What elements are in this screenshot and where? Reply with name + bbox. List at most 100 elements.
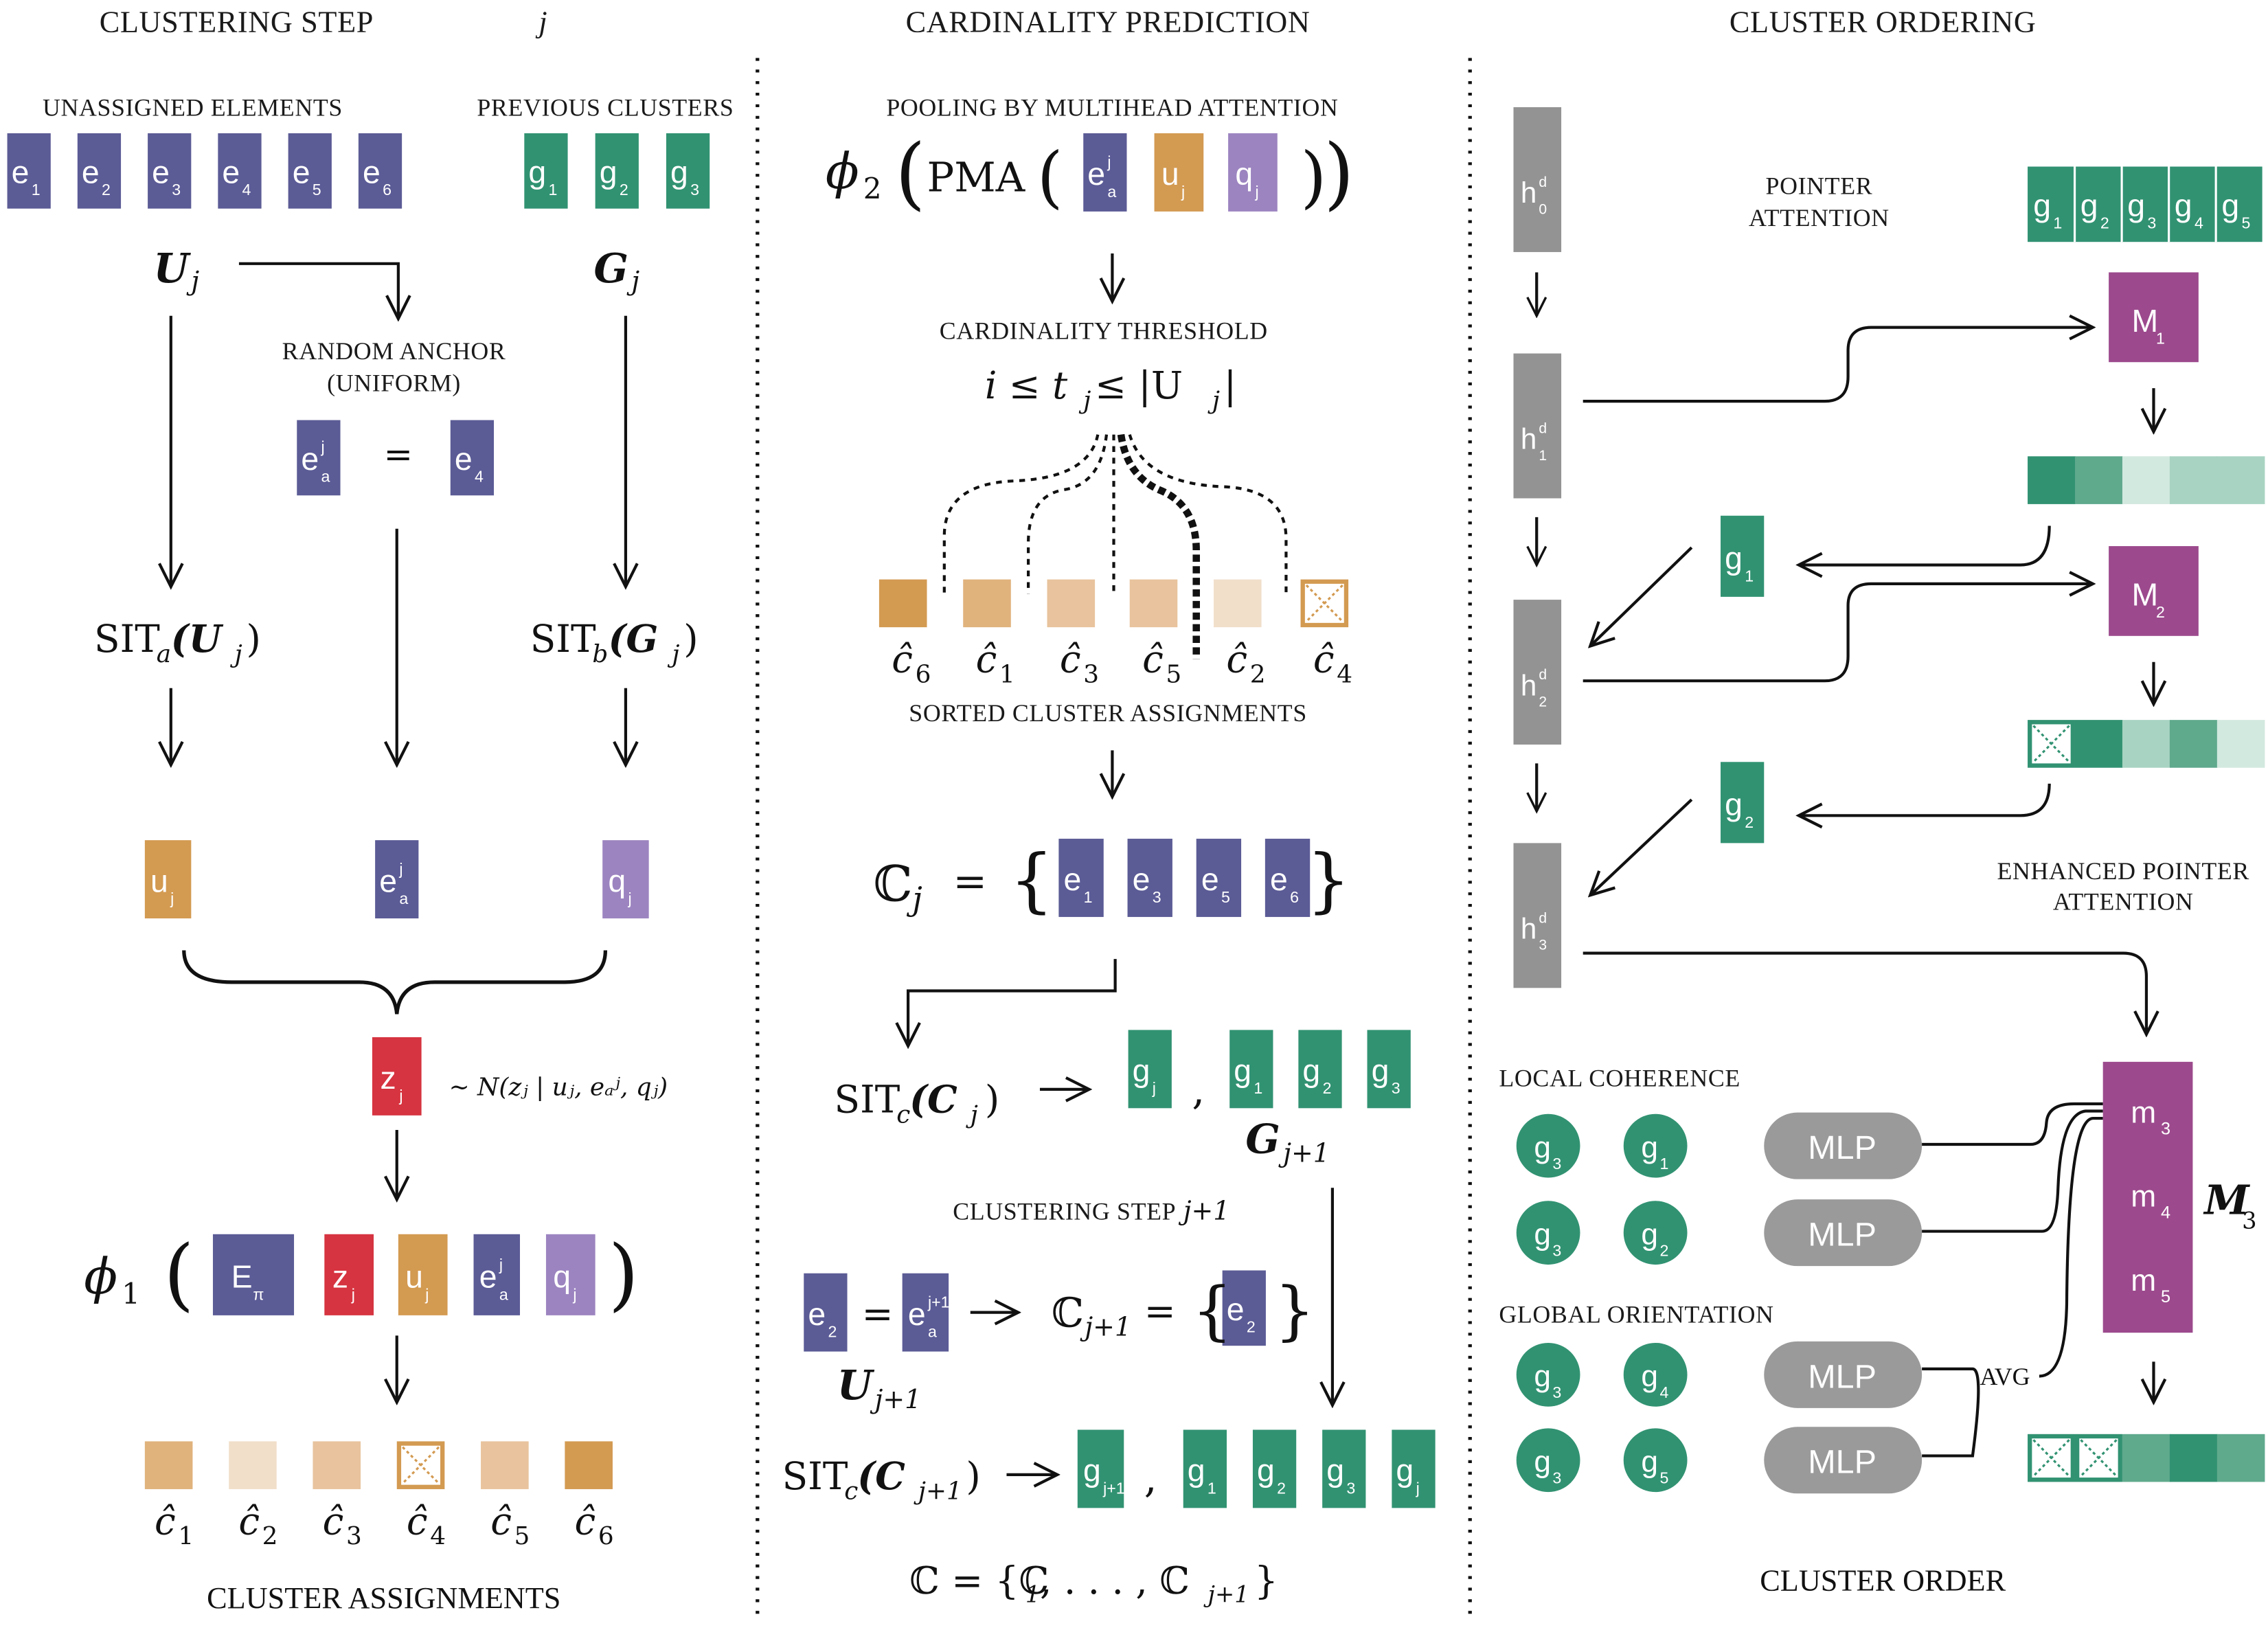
enhanced-pointer-1: ENHANCED POINTER [1997,857,2249,885]
pma-q-letter: q [1235,156,1253,192]
svg-text:ĉ: ĉ [1313,637,1335,681]
svg-text:ℂ: ℂ [1052,1289,1084,1337]
top-g1-sub: 1 [2053,214,2062,232]
sitc2-gj1: g j+1 [1077,1429,1125,1508]
vector-u-sub: j [170,890,174,907]
svg-text:3: 3 [1552,1241,1561,1259]
svg-text:3: 3 [1552,1383,1561,1401]
hidden-h1-sub: 1 [1539,448,1547,464]
cluster-g2-sub: 2 [620,181,628,199]
anchor-e4-sub: 4 [475,468,484,486]
svg-text:a: a [157,640,171,668]
arrow-attn1-to-g1 [1799,525,2051,565]
svg-text:ℂ = {ℂ: ℂ = {ℂ [909,1559,1049,1603]
svg-text:): ) [1301,138,1327,216]
next-ea-sub: a [928,1323,937,1341]
m3-row-3: m [2131,1096,2156,1129]
pointer-g2-letter: g [1725,786,1743,822]
arrow-g2-to-h3 [1590,798,1693,895]
svg-text:PMA: PMA [927,153,1026,201]
svg-text:ĉ: ĉ [1060,637,1081,681]
sorted-swatch-6 [1300,579,1349,628]
g-j-sub: j [626,266,639,296]
input-e-pi-sub: π [253,1285,264,1303]
anchor-e4-letter: e [455,441,473,477]
anchor-ea: e aj [297,420,341,496]
element-e1-letter: e [12,154,30,190]
arrow-h1-to-m1 [1583,328,2093,403]
svg-text:): ) [609,1228,639,1320]
c-next-expression: ℂ j+1 = { } [1052,1274,1315,1348]
arrow-g1-to-h2 [1590,546,1693,646]
hidden-h2: h2 d [1513,600,1562,745]
cj-e5-sub: 5 [1221,888,1230,906]
svg-text:ĉ: ĉ [976,637,997,681]
sitc-g3-letter: g [1372,1053,1390,1089]
pma-u-sub: j [1181,183,1185,201]
vector-ea-sup: j [398,860,402,878]
m3-row-4: m [2131,1180,2156,1214]
svg-text:ĉ: ĉ [1226,637,1247,681]
memory-m1: M1 [2109,272,2199,363]
top-g2-sub: 2 [2100,214,2109,232]
arrow-cj-to-sit [908,959,1117,1046]
latent-z-letter: z [381,1060,396,1096]
element-e3-letter: e [152,154,170,190]
svg-text:1: 1 [999,660,1015,688]
svg-text:g: g [1641,1218,1658,1252]
u-next-sub: j+1 [870,1384,922,1414]
sitc2-g2-letter: g [1257,1453,1275,1488]
top-g3-sub: 3 [2147,214,2156,232]
sit-c2-output: g j+1 g 1 g 2 g 3 g j [1077,1429,1436,1508]
c-next-e2-sub: 2 [1247,1318,1256,1336]
sitc2-g1-letter: g [1188,1453,1205,1488]
hidden-h2-sub: 2 [1539,694,1547,710]
sit-b-expression: SIT b (G j ) [530,617,699,668]
arrow-attn2-to-g2 [1799,783,2051,815]
sitc-gj-letter: g [1133,1053,1150,1089]
phi2-expression: ϕ 2 ( PMA ( ) ) [826,127,1354,218]
sitc2-g3-letter: g [1326,1453,1344,1488]
header-cardinality: CARDINALITY PREDICTION [906,5,1311,38]
m3-label: M [2203,1176,2250,1223]
attention-weights-2 [2028,720,2265,768]
arrow-h3-to-m3 [1583,951,2146,1034]
svg-text:3: 3 [346,1522,362,1550]
hidden-h2-sup: d [1539,667,1547,683]
svg-text:c: c [896,1100,910,1129]
input-z-sub: j [351,1285,355,1303]
assignment-swatch-3 [313,1441,361,1489]
m3-label-sub: 3 [2242,1207,2256,1234]
top-g4-sub: 4 [2195,214,2203,232]
hidden-h2-letter: h [1521,669,1536,701]
mlp-block-2: MLP [1764,1199,1923,1267]
svg-text:): ) [1324,127,1354,218]
assignment-swatch-4 [396,1441,445,1489]
element-e1-sub: 1 [32,181,41,199]
pma-ea: e aj [1083,133,1127,212]
next-ea-letter: e [908,1296,926,1332]
vector-row: u j e aj q j [144,840,649,919]
hidden-h0-letter: h [1521,177,1536,209]
pointer-attention-1: POINTER [1766,172,1873,200]
attn-row-1-cell-5 [2216,456,2265,504]
hidden-h3-letter: h [1521,913,1536,945]
svg-text:): ) [966,1454,980,1498]
top-g2-letter: g [2080,188,2098,223]
pma-u-letter: u [1161,156,1179,192]
mlp-block-1: MLP [1764,1112,1923,1179]
svg-text:): ) [683,617,698,661]
vector-ea-letter: e [379,863,397,898]
